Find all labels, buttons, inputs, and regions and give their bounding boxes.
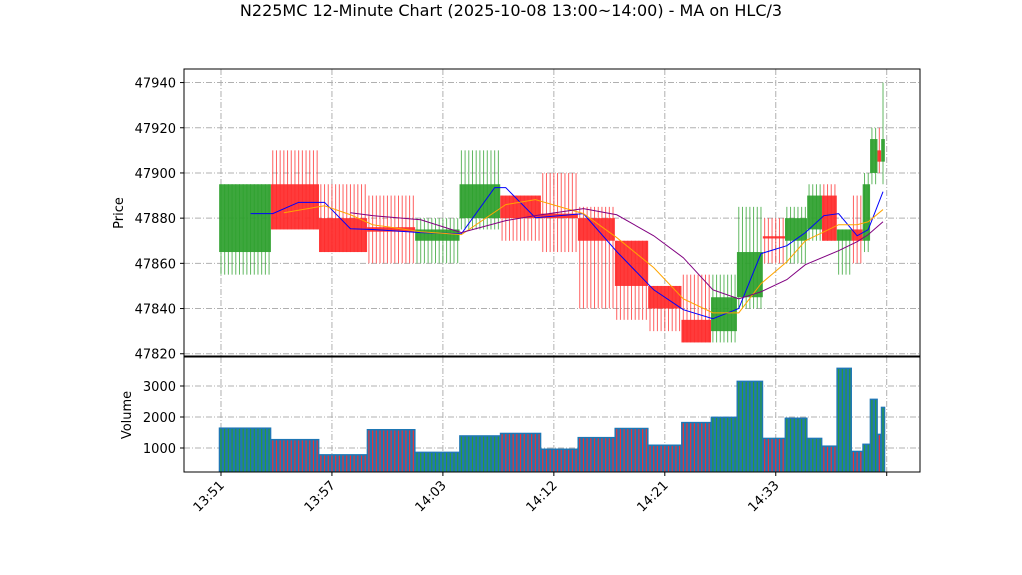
price-panel-frame: [183, 68, 921, 357]
moving-averages: [250, 187, 884, 320]
candle-body: [219, 184, 271, 253]
volume-bar: [784, 417, 808, 473]
volume-bar: [681, 421, 712, 473]
x-tick-label: 13:51: [191, 478, 228, 515]
price-tick-label: 47820: [135, 348, 176, 363]
x-tick-label: 14:12: [524, 478, 561, 515]
candle-body: [877, 150, 882, 162]
volume-bar: [762, 437, 786, 473]
volume-tick-label: 1000: [143, 442, 176, 457]
price-axis-label: Price: [112, 197, 127, 229]
x-tick-label: 14:33: [745, 478, 782, 515]
volume-bar: [869, 398, 878, 473]
candles: [219, 82, 885, 343]
ma-line: [250, 187, 884, 320]
price-tick-label: 47860: [135, 257, 176, 272]
candle-body: [836, 229, 852, 241]
volume-panel-frame: [183, 356, 921, 473]
volume-bars: [218, 367, 886, 473]
volume-tick-label: 3000: [143, 380, 176, 395]
candle-body: [500, 195, 541, 219]
x-tick-label: 14:21: [635, 478, 672, 515]
candle-body: [881, 139, 885, 162]
x-tick-label: 13:57: [302, 478, 339, 515]
price-tick-label: 47900: [135, 167, 176, 182]
price-tick-label: 47940: [135, 77, 176, 92]
candle-body: [415, 229, 460, 241]
ma-line: [283, 199, 884, 314]
volume-bar: [862, 443, 871, 473]
candle-body: [577, 218, 615, 241]
grid: [184, 69, 920, 472]
price-tick-label: 47920: [135, 122, 176, 137]
x-tick-label: 14:03: [413, 478, 450, 515]
ma-line: [350, 208, 884, 300]
candle-body: [862, 184, 871, 241]
candle-body: [870, 139, 878, 173]
candle-body: [681, 319, 712, 343]
price-tick-label: 47840: [135, 303, 176, 318]
candle-body: [785, 218, 808, 241]
volume-bar: [218, 427, 272, 473]
candle-body: [318, 218, 368, 253]
volume-tick-label: 2000: [143, 411, 176, 426]
candle-body: [367, 227, 416, 232]
candle-body: [762, 236, 786, 239]
chart-title: N225MC 12-Minute Chart (2025-10-08 13:00…: [240, 1, 782, 20]
volume-axis-label: Volume: [120, 391, 135, 439]
candle-body: [270, 184, 319, 230]
volume-bar: [414, 451, 460, 473]
price-tick-label: 47880: [135, 212, 176, 227]
candle-body: [821, 195, 837, 241]
